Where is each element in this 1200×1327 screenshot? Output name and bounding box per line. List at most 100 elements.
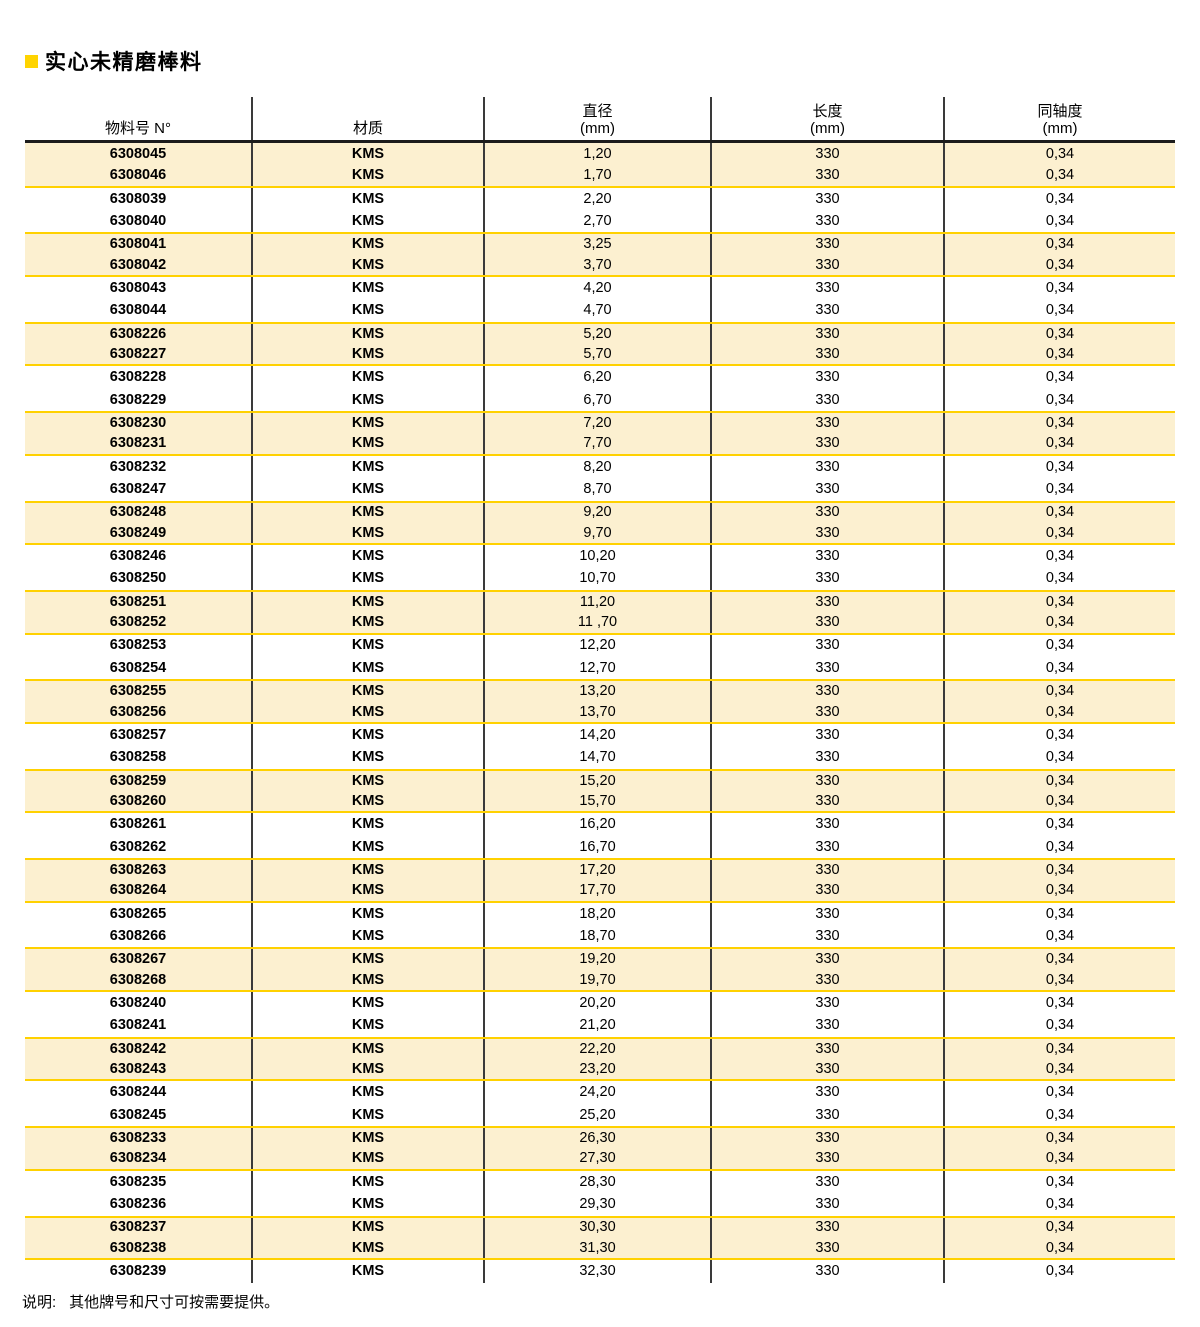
diameter-cell: 10,70 bbox=[485, 567, 712, 590]
concentricity-cell: 0,34 bbox=[1045, 458, 1075, 475]
material-cell: KMS bbox=[253, 567, 485, 590]
concentricity-cell: 0,34 bbox=[1045, 236, 1075, 253]
part-number-cell: 6308227 bbox=[25, 344, 253, 365]
length-cell: 330 bbox=[712, 433, 945, 454]
length-cell: 330 bbox=[712, 388, 945, 412]
concentricity-cell: 0,34 bbox=[1045, 504, 1075, 521]
diameter-cell: 19,70 bbox=[485, 969, 712, 991]
material-cell: KMS bbox=[253, 143, 485, 166]
table-row: 6308233 KMS 26,30 330 0,34 bbox=[25, 1126, 1175, 1149]
material-cell: KMS bbox=[253, 1103, 485, 1127]
table-row: 6308263 KMS 17,20 330 0,34 bbox=[25, 858, 1175, 881]
part-number-cell: 6308264 bbox=[25, 880, 253, 901]
concentricity-cell: 0,34 bbox=[1045, 212, 1075, 229]
table-row: 6308246 KMS 10,20 330 0,34 bbox=[25, 545, 1175, 568]
table-row: 6308046 KMS 1,70 330 0,34 bbox=[25, 165, 1175, 188]
concentricity-cell: 0,34 bbox=[1045, 570, 1075, 587]
diameter-cell: 7,20 bbox=[485, 413, 712, 434]
diameter-cell: 14,20 bbox=[485, 723, 712, 747]
part-number-cell: 6308244 bbox=[25, 1081, 253, 1104]
part-number-cell: 6308245 bbox=[25, 1103, 253, 1127]
part-number-cell: 6308256 bbox=[25, 701, 253, 722]
length-cell: 330 bbox=[712, 612, 945, 633]
table-row: 6308254 KMS 12,70 330 0,34 bbox=[25, 656, 1175, 680]
length-cell: 330 bbox=[712, 323, 945, 345]
concentricity-cell: 0,34 bbox=[1045, 882, 1075, 899]
material-cell: KMS bbox=[253, 634, 485, 657]
diameter-cell: 16,20 bbox=[485, 813, 712, 836]
table-row: 6308242 KMS 22,20 330 0,34 bbox=[25, 1036, 1175, 1060]
diameter-cell: 4,20 bbox=[485, 277, 712, 300]
concentricity-cell: 0,34 bbox=[1045, 927, 1075, 944]
concentricity-cell: 0,34 bbox=[1045, 167, 1075, 184]
material-cell: KMS bbox=[253, 723, 485, 747]
length-cell: 330 bbox=[712, 1170, 945, 1194]
part-number-cell: 6308233 bbox=[25, 1128, 253, 1149]
part-number-cell: 6308231 bbox=[25, 433, 253, 454]
material-cell: KMS bbox=[253, 681, 485, 702]
length-cell: 330 bbox=[712, 790, 945, 812]
part-number-cell: 6308226 bbox=[25, 323, 253, 345]
diameter-cell: 8,70 bbox=[485, 478, 712, 501]
diameter-cell: 1,20 bbox=[485, 143, 712, 166]
length-cell: 330 bbox=[712, 478, 945, 501]
table-row: 6308259 KMS 15,20 330 0,34 bbox=[25, 768, 1175, 791]
table-row: 6308256 KMS 13,70 330 0,34 bbox=[25, 701, 1175, 724]
diameter-cell: 11,20 bbox=[485, 591, 712, 613]
table-row: 6308232 KMS 8,20 330 0,34 bbox=[25, 455, 1175, 479]
part-number-cell: 6308252 bbox=[25, 612, 253, 633]
part-number-cell: 6308234 bbox=[25, 1148, 253, 1169]
material-cell: KMS bbox=[253, 902, 485, 926]
material-cell: KMS bbox=[253, 701, 485, 722]
material-cell: KMS bbox=[253, 522, 485, 544]
material-cell: KMS bbox=[253, 187, 485, 211]
material-cell: KMS bbox=[253, 1148, 485, 1169]
part-number-cell: 6308042 bbox=[25, 254, 253, 276]
table-row: 6308244 KMS 24,20 330 0,34 bbox=[25, 1081, 1175, 1104]
concentricity-cell: 0,34 bbox=[1045, 1040, 1075, 1057]
length-cell: 330 bbox=[712, 455, 945, 479]
concentricity-cell: 0,34 bbox=[1045, 1263, 1075, 1280]
header-line: 物料号 N° bbox=[105, 120, 171, 137]
material-cell: KMS bbox=[253, 1014, 485, 1037]
concentricity-cell: 0,34 bbox=[1045, 659, 1075, 676]
table-row: 6308044 KMS 4,70 330 0,34 bbox=[25, 299, 1175, 322]
concentricity-cell: 0,34 bbox=[1045, 1106, 1075, 1123]
length-cell: 330 bbox=[712, 1059, 945, 1080]
concentricity-cell: 0,34 bbox=[1045, 145, 1075, 162]
part-number-cell: 6308257 bbox=[25, 723, 253, 747]
table-row: 6308245 KMS 25,20 330 0,34 bbox=[25, 1103, 1175, 1127]
length-cell: 330 bbox=[712, 1038, 945, 1060]
section-title-row: 实心未精磨棒料 bbox=[25, 46, 203, 76]
column-header-length: 长度 (mm) bbox=[712, 97, 945, 140]
diameter-cell: 22,20 bbox=[485, 1038, 712, 1060]
table-row: 6308249 KMS 9,70 330 0,34 bbox=[25, 522, 1175, 546]
material-cell: KMS bbox=[253, 366, 485, 389]
table-row: 6308257 KMS 14,20 330 0,34 bbox=[25, 723, 1175, 747]
length-cell: 330 bbox=[712, 949, 945, 970]
part-number-cell: 6308044 bbox=[25, 299, 253, 322]
length-cell: 330 bbox=[712, 165, 945, 186]
length-cell: 330 bbox=[712, 210, 945, 233]
part-number-cell: 6308266 bbox=[25, 925, 253, 948]
length-cell: 330 bbox=[712, 1237, 945, 1259]
part-number-cell: 6308250 bbox=[25, 567, 253, 590]
table-row: 6308248 KMS 9,20 330 0,34 bbox=[25, 500, 1175, 523]
part-number-cell: 6308237 bbox=[25, 1217, 253, 1238]
table-row: 6308039 KMS 2,20 330 0,34 bbox=[25, 187, 1175, 211]
length-cell: 330 bbox=[712, 277, 945, 300]
length-cell: 330 bbox=[712, 299, 945, 322]
length-cell: 330 bbox=[712, 413, 945, 434]
diameter-cell: 2,20 bbox=[485, 187, 712, 211]
length-cell: 330 bbox=[712, 567, 945, 590]
part-number-cell: 6308261 bbox=[25, 813, 253, 836]
concentricity-cell: 0,34 bbox=[1045, 302, 1075, 319]
material-cell: KMS bbox=[253, 1217, 485, 1238]
material-cell: KMS bbox=[253, 433, 485, 454]
length-cell: 330 bbox=[712, 902, 945, 926]
footnote: 说明: 其他牌号和尺寸可按需要提供。 bbox=[22, 1291, 279, 1312]
material-cell: KMS bbox=[253, 234, 485, 255]
concentricity-cell: 0,34 bbox=[1045, 1130, 1075, 1147]
table-row: 6308229 KMS 6,70 330 0,34 bbox=[25, 388, 1175, 412]
material-cell: KMS bbox=[253, 455, 485, 479]
